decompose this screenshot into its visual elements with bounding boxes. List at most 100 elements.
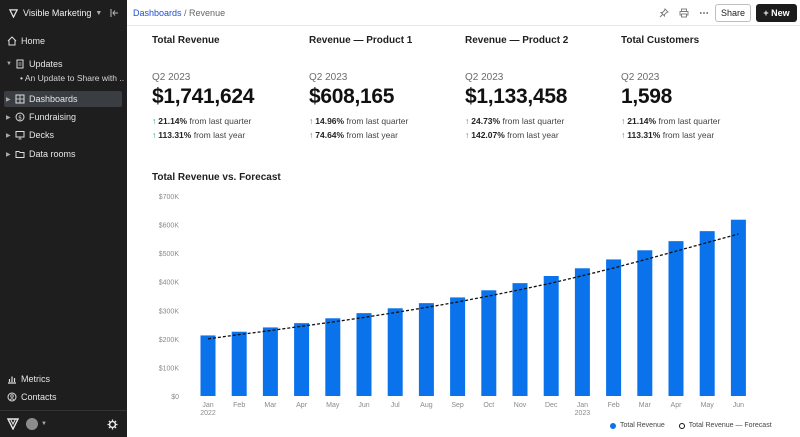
chart-bar	[699, 231, 715, 396]
print-icon[interactable]	[678, 7, 690, 19]
kpi-delta-quarter: ↑ 21.14% from last quarter	[152, 116, 252, 126]
breadcrumb: Dashboards / Revenue	[133, 8, 225, 18]
x-tick-year-label: 2023	[575, 410, 591, 417]
grid-icon	[14, 94, 25, 105]
org-switcher[interactable]: Visible Marketing ▼	[0, 0, 127, 26]
sidebar-item-label: Data rooms	[29, 149, 76, 159]
x-tick-label: Jun	[358, 402, 369, 409]
topbar: Dashboards / Revenue Share + New	[127, 0, 800, 26]
x-tick-label: Dec	[545, 402, 558, 409]
x-tick-label: Jun	[733, 402, 744, 409]
x-tick-label: Mar	[264, 402, 277, 409]
sidebar-item-updates[interactable]: ▼ Updates	[0, 56, 127, 72]
forecast-line	[207, 233, 739, 340]
kpi-delta-year: ↑ 113.31% from last year	[621, 130, 715, 140]
kpi-total-customers: Total Customers Q2 2023 1,598 ↑ 21.14% fr…	[621, 35, 771, 140]
kpi-period: Q2 2023	[621, 72, 660, 83]
kpi-period: Q2 2023	[465, 72, 504, 83]
x-tick-label: Mar	[639, 402, 652, 409]
sidebar-footer: ▼	[0, 411, 127, 437]
caret-right-icon[interactable]: ▶	[6, 151, 11, 158]
x-tick-label: Apr	[296, 402, 308, 409]
x-tick-label: Jan	[577, 402, 588, 409]
collapse-sidebar-icon[interactable]	[109, 7, 121, 19]
caret-down-icon[interactable]: ▼	[6, 61, 12, 67]
arrow-up-icon: ↑	[152, 116, 157, 126]
revenue-forecast-chart: $0 $100K $200K $300K $400K $500K $600K $700K Jan…	[159, 194, 746, 417]
chart-bar	[231, 331, 247, 396]
chart-bar	[387, 308, 403, 396]
x-tick-label: Oct	[483, 402, 494, 409]
y-tick-label: $100K	[159, 365, 180, 372]
chevron-down-icon: ▼	[95, 9, 103, 17]
sidebar-item-label: Fundraising	[29, 112, 77, 122]
legend-swatch-revenue	[610, 422, 616, 429]
breadcrumb-current: Revenue	[189, 8, 226, 18]
kpi-delta-quarter: ↑ 24.73% from last quarter	[465, 116, 565, 126]
kpi-delta-quarter: ↑ 14.96% from last quarter	[309, 116, 409, 126]
x-tick-label: Nov	[514, 402, 527, 409]
sidebar-item-fundraising[interactable]: ▶ $ Fundraising	[0, 109, 127, 125]
kpi-revenue-product-2: Revenue — Product 2 Q2 2023 $1,133,458 ↑…	[465, 35, 615, 140]
share-button[interactable]: Share	[715, 4, 751, 22]
chart-bar	[668, 241, 684, 396]
kpi-delta-year: ↑ 74.64% from last year	[309, 130, 398, 140]
chart-bar	[730, 219, 746, 396]
arrow-up-icon: ↑	[152, 130, 157, 140]
arrow-up-icon: ↑	[621, 130, 626, 140]
caret-right-icon[interactable]: ▶	[6, 114, 11, 121]
arrow-up-icon: ↑	[465, 116, 470, 126]
y-tick-label: $400K	[159, 280, 180, 287]
sidebar-item-label: Metrics	[21, 374, 50, 384]
y-tick-label: $300K	[159, 308, 180, 315]
caret-right-icon[interactable]: ▶	[6, 96, 11, 103]
sidebar-item-data-rooms[interactable]: ▶ Data rooms	[0, 146, 127, 162]
breadcrumb-dashboards-link[interactable]: Dashboards	[133, 8, 182, 18]
chevron-down-icon[interactable]: ▼	[41, 421, 47, 427]
legend-label-forecast[interactable]: Total Revenue — Forecast	[688, 422, 772, 429]
x-tick-label: Jan	[202, 402, 213, 409]
kpi-value: $608,165	[309, 85, 395, 108]
x-tick-label: May	[326, 402, 340, 409]
arrow-up-icon: ↑	[309, 130, 314, 140]
avatar[interactable]	[26, 418, 38, 430]
sidebar: Visible Marketing ▼ Home ▼ Updates • An …	[0, 0, 127, 437]
x-tick-year-label: 2022	[200, 410, 216, 417]
chart-bar	[200, 335, 216, 396]
kpi-total-revenue: Total Revenue Q2 2023 $1,741,624 ↑ 21.14%…	[152, 35, 302, 140]
bar-chart-icon	[6, 374, 17, 385]
sidebar-item-dashboards[interactable]: ▶ Dashboards	[4, 91, 122, 107]
x-tick-label: Apr	[671, 402, 683, 409]
home-icon	[6, 36, 17, 47]
new-button[interactable]: + New	[756, 4, 797, 22]
y-tick-label: $600K	[159, 223, 180, 230]
sidebar-item-decks[interactable]: ▶ Decks	[0, 127, 127, 143]
chart-bar	[450, 297, 466, 396]
kpi-value: 1,598	[621, 85, 673, 108]
folder-icon	[14, 149, 25, 160]
chart-bar	[325, 318, 341, 396]
chart-bar	[262, 327, 278, 396]
visible-logo-icon[interactable]	[6, 417, 20, 431]
gear-icon[interactable]	[106, 418, 118, 430]
chart-bar	[481, 290, 497, 396]
chart-bar	[574, 268, 590, 396]
sidebar-item-label: Decks	[29, 130, 55, 140]
kpi-title: Total Revenue	[152, 35, 220, 46]
x-tick-label: Feb	[233, 402, 245, 409]
sidebar-divider	[0, 410, 127, 411]
sidebar-item-metrics[interactable]: Metrics	[0, 371, 127, 387]
sidebar-subitem-update[interactable]: • An Update to Share with ...	[20, 73, 124, 83]
legend-label-revenue[interactable]: Total Revenue	[620, 422, 665, 429]
x-tick-label: Aug	[420, 402, 433, 409]
caret-right-icon[interactable]: ▶	[6, 132, 11, 139]
chart-bar	[294, 323, 310, 396]
kpi-title: Revenue — Product 1	[309, 35, 413, 46]
presentation-icon	[14, 130, 25, 141]
kpi-title: Revenue — Product 2	[465, 35, 569, 46]
more-options-icon[interactable]	[698, 7, 710, 19]
sidebar-item-home[interactable]: Home	[0, 33, 127, 49]
pin-icon[interactable]	[658, 7, 670, 19]
y-tick-label: $700K	[159, 194, 180, 201]
sidebar-item-contacts[interactable]: Contacts	[0, 389, 127, 405]
